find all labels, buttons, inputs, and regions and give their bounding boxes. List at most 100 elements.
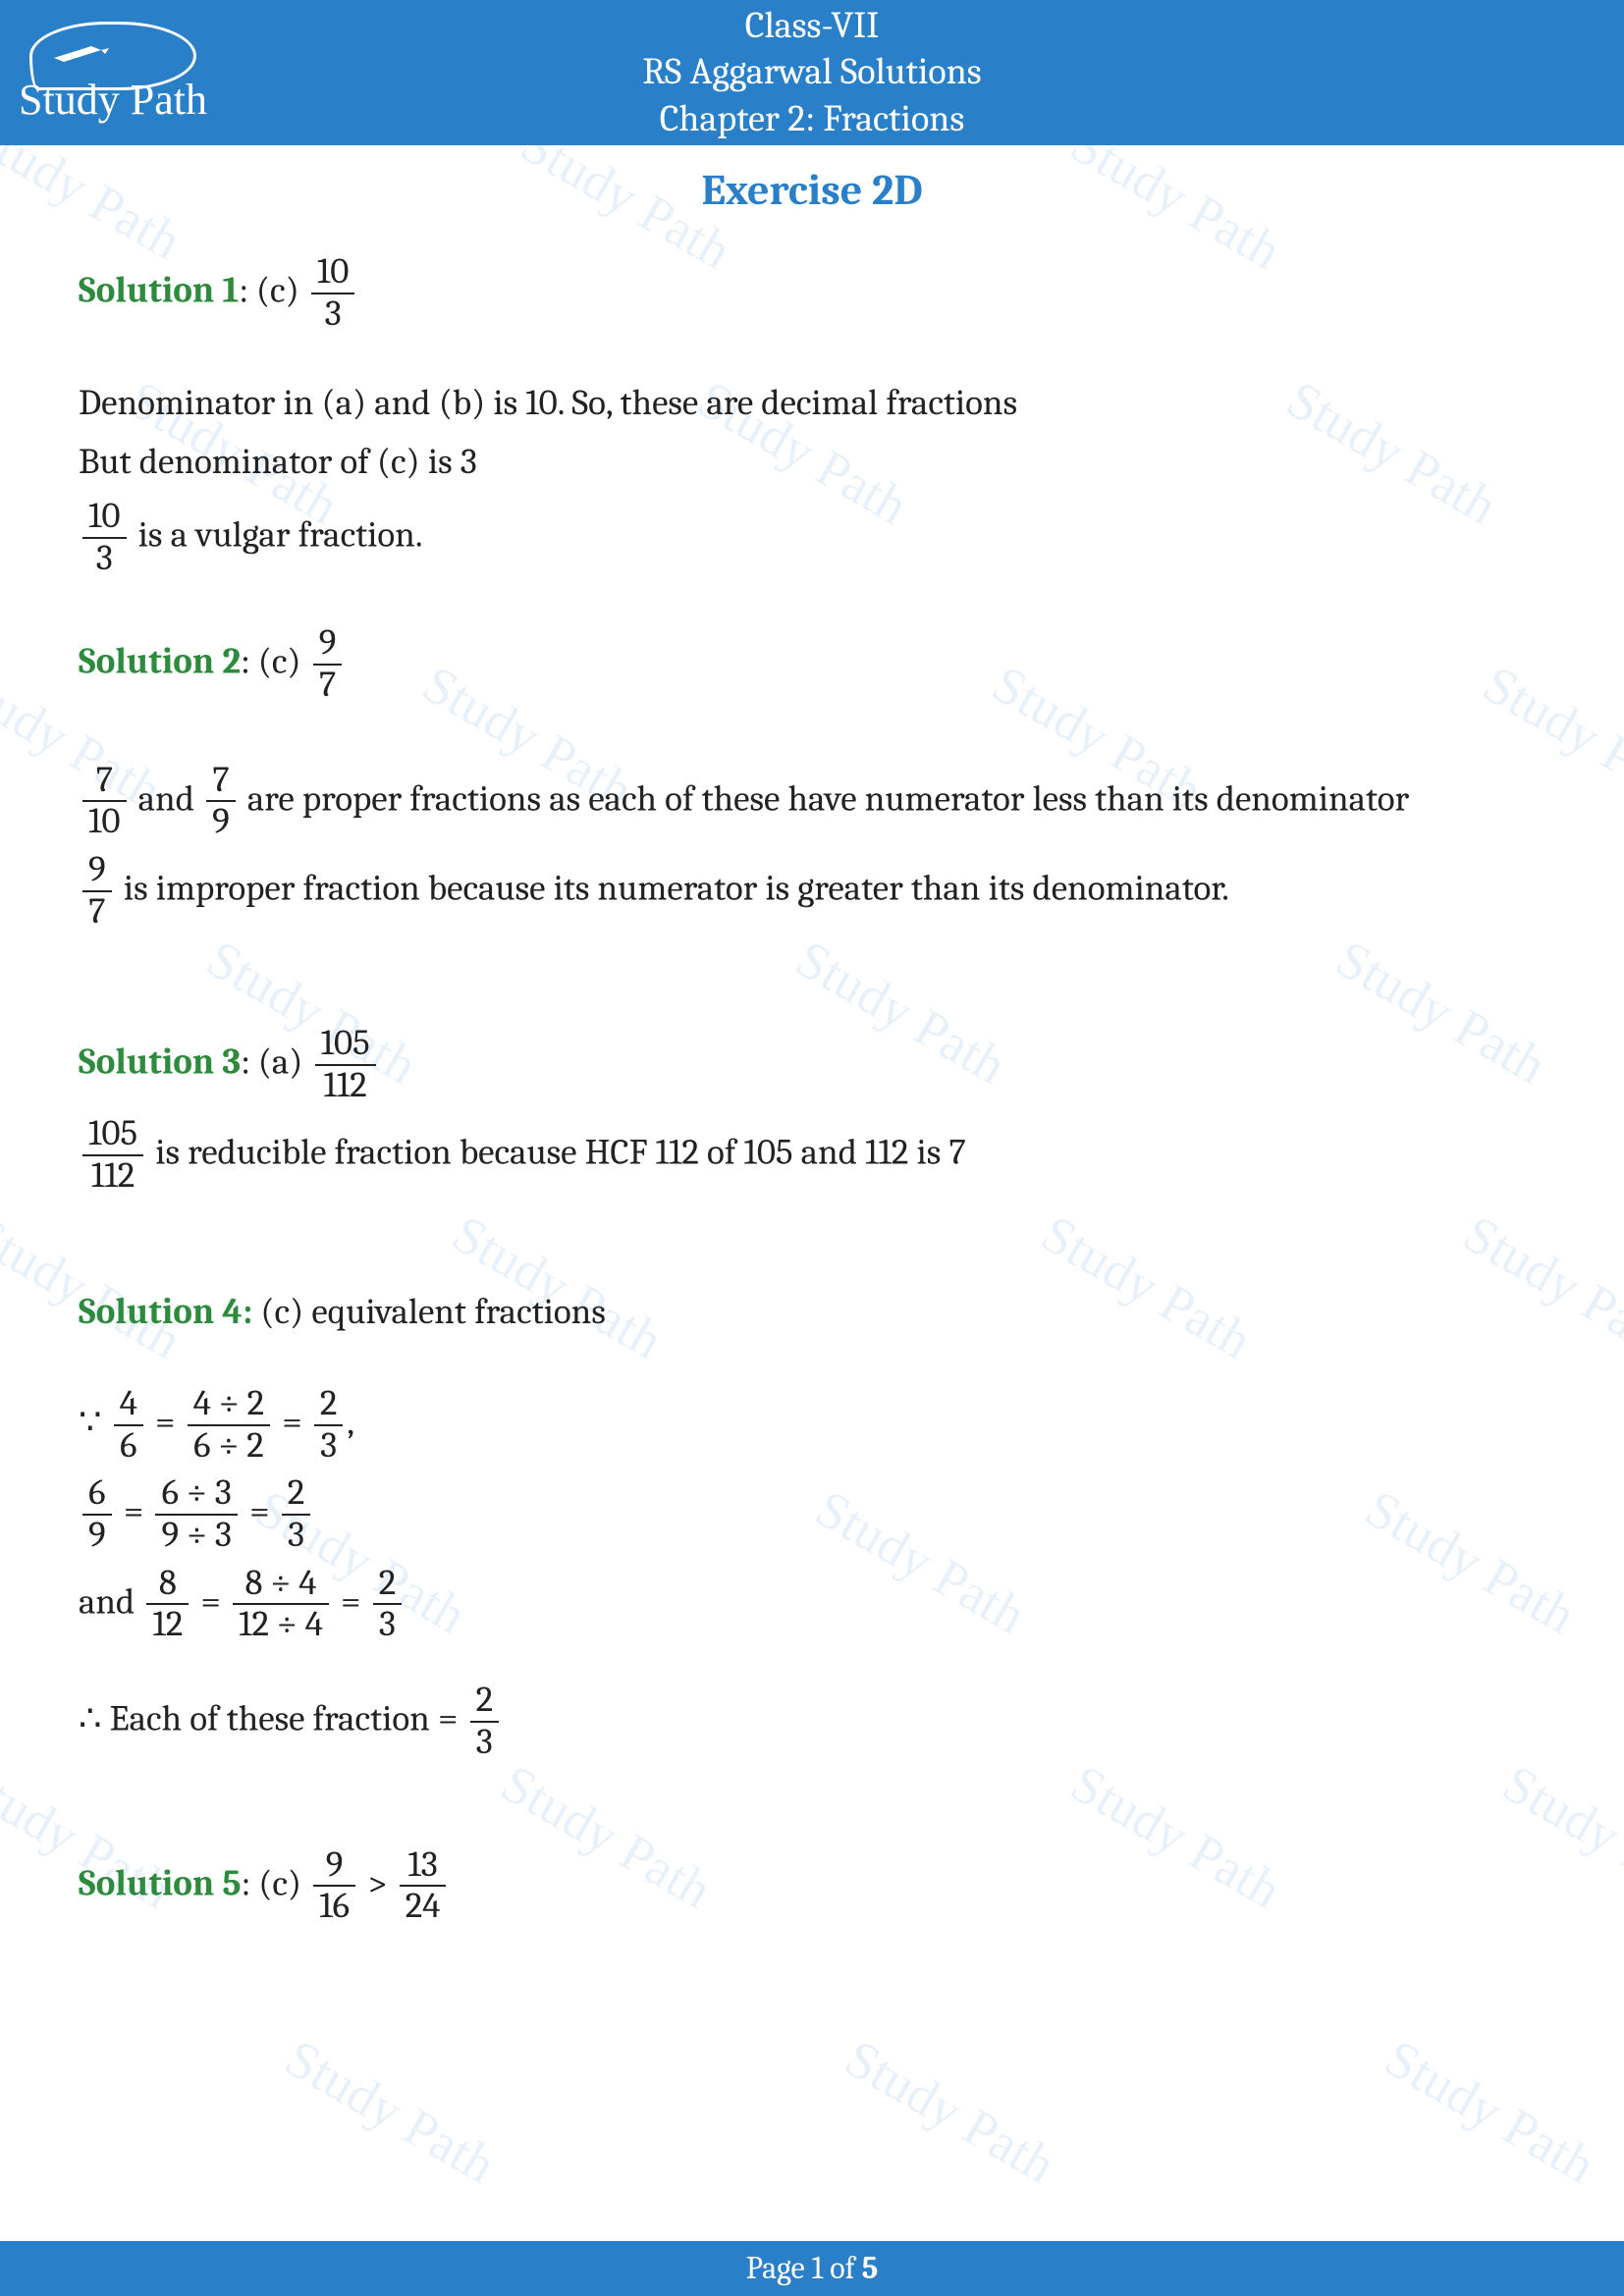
content: Solution 1: (c) 103 Denominator in (a) a…	[0, 215, 1624, 1927]
solution-2-frac-c: 97	[82, 850, 112, 932]
solution-1-exp2: But denominator of (c) is 3	[79, 438, 1545, 489]
frac-den: 3	[82, 539, 127, 579]
frac-num: 2	[373, 1564, 402, 1606]
text: ,	[347, 1402, 354, 1443]
frac-num: 2	[470, 1681, 499, 1723]
frac-num: 9	[313, 623, 343, 666]
exercise-title: Exercise 2D	[0, 165, 1624, 215]
frac-den: 12 ÷ 4	[233, 1605, 329, 1645]
header-line3: Chapter 2: Fractions	[226, 96, 1398, 143]
frac: 812	[146, 1564, 189, 1645]
frac-den: 3	[311, 294, 355, 335]
page-label: Page 1 of	[746, 2250, 862, 2286]
header-line2: RS Aggarwal Solutions	[226, 49, 1398, 96]
frac-den: 9	[206, 802, 236, 842]
frac-den: 7	[82, 892, 112, 933]
solution-1-label: Solution 1	[79, 270, 239, 311]
frac-num: 9	[82, 850, 112, 892]
frac: 6 ÷ 39 ÷ 3	[155, 1473, 238, 1555]
solution-2: Solution 2: (c) 97 710 and 79 are proper…	[79, 623, 1545, 932]
frac-num: 10	[311, 252, 355, 294]
watermark: Study Path	[275, 2027, 506, 2195]
solution-5: Solution 5: (c) 916 > 1324	[79, 1845, 1545, 1927]
solution-3-prefix: : (a)	[241, 1042, 310, 1084]
frac-den: 3	[470, 1723, 499, 1763]
frac-den: 9 ÷ 3	[155, 1516, 238, 1556]
frac-den: 16	[313, 1887, 355, 1927]
frac-den: 9	[82, 1516, 112, 1556]
text: >	[359, 1863, 396, 1904]
frac-num: 7	[206, 761, 236, 803]
text: =	[274, 1402, 310, 1443]
solution-4-answer: (c) equivalent fractions	[252, 1292, 606, 1333]
solution-3-frac-a: 105112	[82, 1114, 143, 1196]
text: =	[192, 1581, 229, 1623]
text: =	[242, 1492, 278, 1533]
solution-2-frac-b: 79	[206, 761, 236, 842]
frac-num: 10	[82, 497, 127, 539]
text: and	[79, 1581, 142, 1623]
frac-num: 6	[82, 1473, 112, 1516]
solution-1-exp3-frac: 103	[82, 497, 127, 578]
logo: Study Path	[0, 0, 226, 145]
text: =	[147, 1402, 184, 1443]
solution-2-answer-frac: 97	[313, 623, 343, 705]
text: is improper fraction because its numerat…	[116, 868, 1229, 909]
frac: 8 ÷ 412 ÷ 4	[233, 1564, 329, 1645]
solution-5-label: Solution 5	[79, 1863, 242, 1904]
header-bar: Study Path Class-VII RS Aggarwal Solutio…	[0, 0, 1624, 145]
solution-1-answer-frac: 103	[311, 252, 355, 334]
solution-5-prefix: : (c)	[242, 1863, 310, 1904]
frac-num: 8 ÷ 4	[233, 1564, 329, 1606]
text: are proper fractions as each of these ha…	[240, 778, 1409, 820]
solution-1-exp3-tail: is a vulgar fraction.	[131, 514, 423, 556]
frac-den: 112	[315, 1066, 376, 1106]
frac: 916	[313, 1845, 355, 1927]
frac-num: 7	[82, 761, 127, 803]
solution-4-label: Solution 4:	[79, 1292, 252, 1333]
text: ∵	[79, 1402, 110, 1443]
solution-2-label: Solution 2	[79, 642, 241, 683]
frac-den: 112	[82, 1156, 143, 1197]
frac: 4 ÷ 26 ÷ 2	[188, 1384, 270, 1466]
solution-3-answer-frac: 105112	[315, 1024, 376, 1105]
solution-2-prefix: : (c)	[241, 642, 309, 683]
frac-num: 105	[82, 1114, 143, 1156]
solution-1-prefix: : (c)	[239, 270, 307, 311]
header-line1: Class-VII	[226, 3, 1398, 50]
frac-num: 105	[315, 1024, 376, 1066]
frac-den: 10	[82, 802, 127, 842]
frac-num: 4 ÷ 2	[188, 1384, 270, 1426]
text: ∴ Each of these fraction =	[79, 1698, 466, 1739]
footer-bar: Page 1 of 5	[0, 2241, 1624, 2296]
frac-num: 13	[400, 1845, 447, 1888]
frac: 69	[82, 1473, 112, 1555]
frac-num: 2	[282, 1473, 310, 1516]
text: and	[131, 778, 203, 820]
text: is reducible fraction because HCF 112 of…	[147, 1132, 966, 1173]
solution-2-frac-a: 710	[82, 761, 127, 842]
frac: 46	[114, 1384, 143, 1466]
frac-den: 3	[282, 1516, 310, 1556]
frac: 23	[373, 1564, 402, 1645]
watermark: Study Path	[1375, 2027, 1605, 2195]
frac-num: 8	[146, 1564, 189, 1606]
solution-1: Solution 1: (c) 103 Denominator in (a) a…	[79, 252, 1545, 578]
frac: 23	[282, 1473, 310, 1555]
frac-den: 12	[146, 1605, 189, 1645]
frac-den: 3	[373, 1605, 402, 1645]
frac: 23	[470, 1681, 499, 1762]
frac-den: 6 ÷ 2	[188, 1426, 270, 1467]
text: =	[333, 1581, 369, 1623]
frac-den: 24	[400, 1887, 447, 1927]
solution-3: Solution 3: (a) 105112 105112 is reducib…	[79, 1024, 1545, 1196]
frac-den: 7	[313, 666, 343, 706]
pen-icon	[52, 42, 111, 62]
frac-den: 3	[314, 1426, 343, 1467]
watermark: Study Path	[835, 2027, 1065, 2195]
logo-oval-icon	[29, 22, 196, 90]
frac: 1324	[400, 1845, 447, 1927]
page-total: 5	[862, 2250, 879, 2286]
frac-num: 2	[314, 1384, 343, 1426]
solution-1-exp1: Denominator in (a) and (b) is 10. So, th…	[79, 379, 1545, 430]
